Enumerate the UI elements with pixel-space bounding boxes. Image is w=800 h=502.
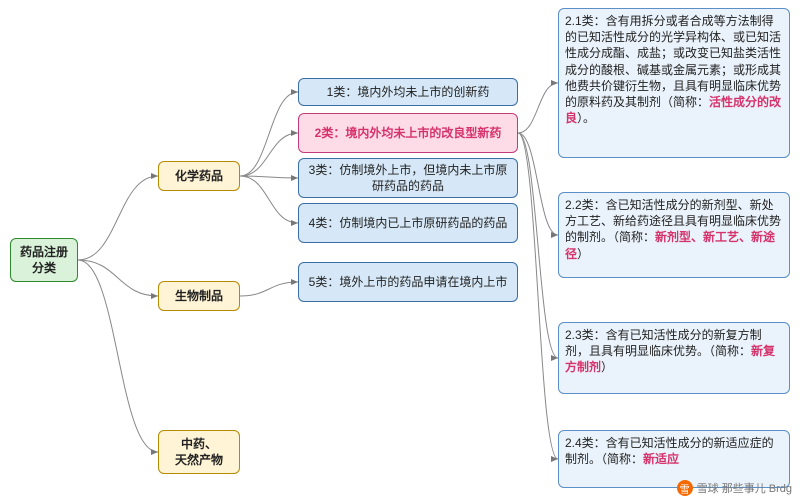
edge-chem-c3: [240, 176, 298, 178]
node-chem: 化学药品: [158, 161, 240, 191]
watermark-text: 雪球 那些事儿 Brdg: [697, 480, 792, 496]
node-c1: 1类：境内外均未上市的创新药: [298, 78, 518, 106]
edge-c2-d23: [518, 133, 558, 358]
node-tcm: 中药、 天然产物: [158, 430, 240, 474]
watermark-badge: 雪: [677, 480, 693, 496]
node-c4: 4类：仿制境内已上市原研药品的药品: [298, 203, 518, 243]
node-bio: 生物制品: [158, 281, 240, 311]
edge-chem-c2: [240, 133, 298, 176]
node-root: 药品注册分类: [10, 238, 78, 282]
node-c5: 5类：境外上市的药品申请在境内上市: [298, 262, 518, 302]
watermark: 雪 雪球 那些事儿 Brdg: [677, 480, 792, 496]
node-c2: 2类：境内外均未上市的改良型新药: [298, 113, 518, 153]
edge-bio-c5: [240, 282, 298, 296]
edge-root-chem: [78, 176, 158, 260]
edge-root-bio: [78, 260, 158, 296]
edge-chem-c4: [240, 176, 298, 223]
edge-c2-d24: [518, 133, 558, 459]
edge-c2-d22: [518, 133, 558, 235]
edge-root-tcm: [78, 260, 158, 452]
edge-chem-c1: [240, 92, 298, 176]
node-d23: 2.3类：含有已知活性成分的新复方制剂，且具有明显临床优势。（简称：新复方制剂）: [558, 322, 790, 394]
edge-c2-d21: [518, 83, 558, 133]
node-d21: 2.1类：含有用拆分或者合成等方法制得的已知活性成分的光学异构体、或已知活性成分…: [558, 8, 790, 158]
node-d22: 2.2类：含已知活性成分的新剂型、新处方工艺、新给药途径且具有明显临床优势的制剂…: [558, 192, 790, 278]
node-c3: 3类：仿制境外上市，但境内未上市原研药品的药品: [298, 158, 518, 198]
